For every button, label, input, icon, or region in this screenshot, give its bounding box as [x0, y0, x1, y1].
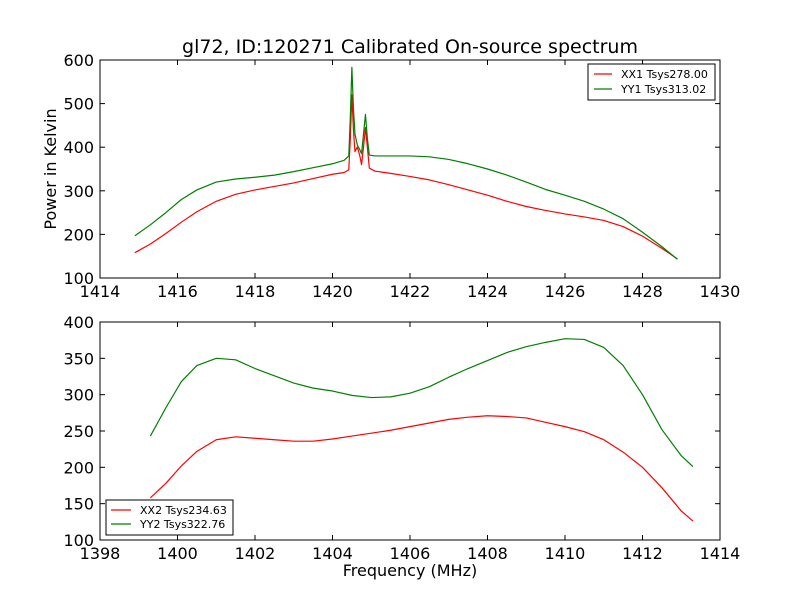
- top-legend-label-xx1: XX1 Tsys278.00: [621, 68, 708, 81]
- top-series-layer: [134, 66, 678, 260]
- top-x-tick-label: 1418: [235, 282, 276, 301]
- top-legend: XX1 Tsys278.00 YY1 Tsys313.02: [587, 63, 716, 101]
- bottom-x-tick-label: 1410: [545, 544, 586, 563]
- bottom-y-tick-label: 250: [63, 422, 94, 441]
- top-x-tick-label: 1424: [467, 282, 508, 301]
- bottom-x-tick-label: 1406: [390, 544, 431, 563]
- bottom-legend-box: [105, 499, 234, 536]
- top-x-tick-label: 1422: [390, 282, 431, 301]
- top-y-tick-label: 400: [63, 138, 94, 157]
- bottom-y-tick-label: 300: [63, 386, 94, 405]
- top-x-tick-label: 1414: [80, 282, 121, 301]
- bottom-series-layer: [149, 338, 694, 522]
- bottom-x-tick-label: 1404: [312, 544, 353, 563]
- chart-title: gl72, ID:120271 Calibrated On-source spe…: [182, 36, 638, 58]
- bottom-y-tick-label: 100: [63, 531, 94, 550]
- bottom-y-tick-label: 400: [63, 313, 94, 332]
- top-x-tick-label: 1420: [312, 282, 353, 301]
- top-y-tick-label: 500: [63, 95, 94, 114]
- bottom-series-line-yy2: [149, 338, 694, 468]
- bottom-legend-label-xx2: XX2 Tsys234.63: [140, 504, 227, 517]
- top-x-tick-label: 1416: [157, 282, 198, 301]
- bottom-x-tick-label: 1414: [700, 544, 741, 563]
- top-series-line-yy1: [134, 66, 678, 260]
- bottom-plot: 1398 1400 1402 1404 1406 1408 1410 1412 1414 100 1…: [63, 313, 740, 580]
- top-ticks-layer: 1414 1416 1418 1420 1422 1424 1426 1428 1430 100 2…: [63, 51, 740, 301]
- bottom-y-tick-label: 150: [63, 495, 94, 514]
- top-x-tick-label: 1428: [622, 282, 663, 301]
- top-x-tick-label: 1426: [545, 282, 586, 301]
- bottom-y-tick-label: 350: [63, 349, 94, 368]
- bottom-x-tick-label: 1408: [467, 544, 508, 563]
- bottom-x-tick-label: 1398: [80, 544, 121, 563]
- bottom-ticks-layer: 1398 1400 1402 1404 1406 1408 1410 1412 1414 100 1…: [63, 313, 740, 563]
- top-plot: 1414 1416 1418 1420 1422 1424 1426 1428 1430 100 2…: [41, 51, 740, 301]
- top-y-tick-label: 200: [63, 225, 94, 244]
- bottom-x-tick-label: 1402: [235, 544, 276, 563]
- top-y-tick-label: 600: [63, 51, 94, 70]
- bottom-y-tick-label: 200: [63, 458, 94, 477]
- top-x-tick-label: 1430: [700, 282, 741, 301]
- bottom-x-tick-label: 1412: [622, 544, 663, 563]
- top-y-tick-label: 100: [63, 269, 94, 288]
- top-legend-box: [587, 63, 716, 101]
- bottom-legend: XX2 Tsys234.63 YY2 Tsys322.76: [105, 499, 234, 536]
- top-y-tick-label: 300: [63, 182, 94, 201]
- top-legend-label-yy1: YY1 Tsys313.02: [620, 83, 706, 96]
- x-axis-title: Frequency (MHz): [343, 561, 477, 580]
- y-axis-title: Power in Kelvin: [41, 108, 60, 229]
- top-series-line-xx1: [134, 94, 678, 260]
- bottom-x-tick-label: 1400: [157, 544, 198, 563]
- bottom-series-line-xx2: [149, 415, 694, 522]
- bottom-legend-label-yy2: YY2 Tsys322.76: [139, 518, 225, 531]
